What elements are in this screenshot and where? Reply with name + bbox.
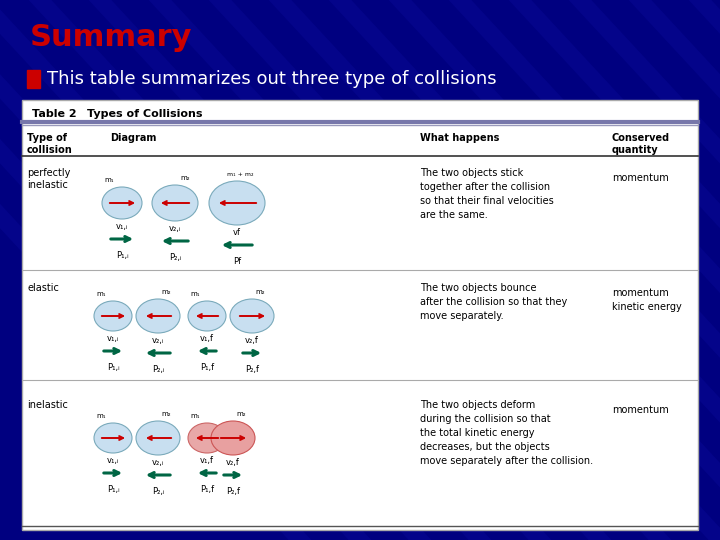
Text: perfectly
inelastic: perfectly inelastic: [27, 168, 71, 191]
Ellipse shape: [188, 423, 226, 453]
Text: What happens: What happens: [420, 133, 500, 143]
Text: P₁,f: P₁,f: [200, 485, 214, 494]
Text: v₁,ᵢ: v₁,ᵢ: [107, 456, 120, 465]
Ellipse shape: [94, 301, 132, 331]
Text: This table summarizes out three type of collisions: This table summarizes out three type of …: [47, 70, 497, 88]
Text: P₂,ᵢ: P₂,ᵢ: [152, 365, 164, 374]
Text: m₂: m₂: [236, 411, 246, 417]
Text: m₂: m₂: [161, 411, 171, 417]
Text: Conserved
quantity: Conserved quantity: [612, 133, 670, 156]
Ellipse shape: [136, 299, 180, 333]
Text: m₂: m₂: [161, 289, 171, 295]
Ellipse shape: [152, 185, 198, 221]
Text: v₁,ᵢ: v₁,ᵢ: [107, 334, 120, 343]
Text: P₂,f: P₂,f: [245, 365, 259, 374]
Text: m₁: m₁: [190, 413, 199, 419]
Text: v₁,f: v₁,f: [200, 456, 214, 465]
Bar: [22, 100, 698, 530]
Text: v₂,f: v₂,f: [226, 458, 240, 467]
Text: P₁,ᵢ: P₁,ᵢ: [107, 485, 120, 494]
Text: m₁: m₁: [104, 177, 114, 183]
Text: momentum
kinetic energy: momentum kinetic energy: [612, 288, 682, 312]
Text: v₂,f: v₂,f: [245, 336, 259, 345]
Text: m₂: m₂: [255, 289, 265, 295]
Ellipse shape: [94, 423, 132, 453]
Text: Type of
collision: Type of collision: [27, 133, 73, 156]
Ellipse shape: [188, 301, 226, 331]
Text: Diagram: Diagram: [110, 133, 156, 143]
Text: v₁,f: v₁,f: [200, 334, 214, 343]
Ellipse shape: [209, 181, 265, 225]
Text: m₁: m₁: [190, 291, 199, 297]
Text: v₂,ᵢ: v₂,ᵢ: [168, 224, 181, 233]
Text: P₁,f: P₁,f: [200, 363, 214, 372]
Text: Types of Collisions: Types of Collisions: [87, 109, 202, 119]
Ellipse shape: [230, 299, 274, 333]
Ellipse shape: [102, 187, 142, 219]
Text: momentum: momentum: [612, 173, 669, 183]
Text: v₂,ᵢ: v₂,ᵢ: [152, 336, 164, 345]
Text: v₁,ᵢ: v₁,ᵢ: [116, 222, 128, 231]
Ellipse shape: [136, 421, 180, 455]
Ellipse shape: [211, 421, 255, 455]
Text: v₂,ᵢ: v₂,ᵢ: [152, 458, 164, 467]
Text: P₂,ᵢ: P₂,ᵢ: [168, 253, 181, 262]
Text: P₂,f: P₂,f: [226, 487, 240, 496]
Text: inelastic: inelastic: [27, 400, 68, 410]
Bar: [27, 70, 40, 88]
Text: vf: vf: [233, 228, 241, 237]
Text: elastic: elastic: [27, 283, 59, 293]
Text: Pf: Pf: [233, 257, 241, 266]
Text: The two objects deform
during the collision so that
the total kinetic energy
dec: The two objects deform during the collis…: [420, 400, 593, 466]
Text: m₁: m₁: [96, 413, 106, 419]
Text: m₁ + m₂: m₁ + m₂: [227, 172, 253, 177]
Text: m₁: m₁: [96, 291, 106, 297]
Text: The two objects stick
together after the collision
so that their final velocitie: The two objects stick together after the…: [420, 168, 554, 220]
Text: momentum: momentum: [612, 405, 669, 415]
Text: The two objects bounce
after the collision so that they
move separately.: The two objects bounce after the collisi…: [420, 283, 567, 321]
Text: P₁,ᵢ: P₁,ᵢ: [107, 363, 120, 372]
Text: Summary: Summary: [30, 24, 192, 52]
Text: m₂: m₂: [180, 175, 189, 181]
Text: Table 2: Table 2: [32, 109, 76, 119]
Text: P₂,ᵢ: P₂,ᵢ: [152, 487, 164, 496]
Text: P₁,ᵢ: P₁,ᵢ: [116, 251, 128, 260]
